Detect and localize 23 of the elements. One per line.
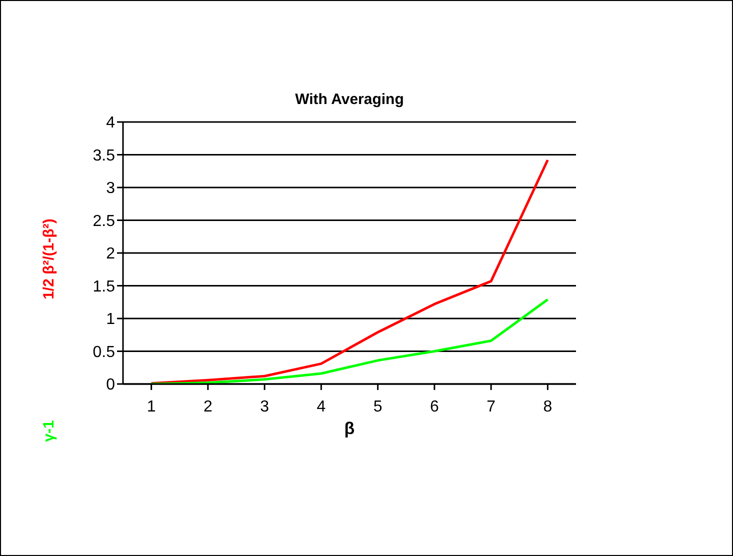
x-tick-label: 3 (260, 398, 270, 416)
x-tick-label: 5 (373, 398, 382, 416)
y-tick-label: 0.5 (92, 344, 116, 361)
x-tick-label: 8 (543, 398, 552, 416)
y-tick-label: 4 (106, 114, 116, 132)
x-tick-label: 1 (146, 398, 156, 416)
chart-title: With Averaging (294, 91, 405, 108)
x-tick-label: 2 (203, 398, 212, 416)
x-tick-label: 4 (316, 398, 326, 416)
y-tick-label: 1.5 (92, 278, 116, 296)
y-tick-label: 3.5 (92, 147, 116, 164)
y-tick-label: 2.5 (92, 212, 116, 230)
x-tick-label: 6 (430, 398, 439, 416)
y-tick-label: 2 (106, 246, 116, 263)
text: 1/2 β²/(1-β²) (40, 218, 58, 300)
x-tick-label: 7 (486, 398, 496, 416)
y-tick-label: 1 (106, 311, 116, 328)
text: γ-1 (40, 420, 58, 442)
y-tick-label: 3 (106, 180, 116, 198)
line-series (150, 298, 549, 384)
x-axis-title: β (344, 419, 355, 438)
y-tick-label: 0 (106, 376, 116, 394)
line-series (150, 158, 549, 384)
